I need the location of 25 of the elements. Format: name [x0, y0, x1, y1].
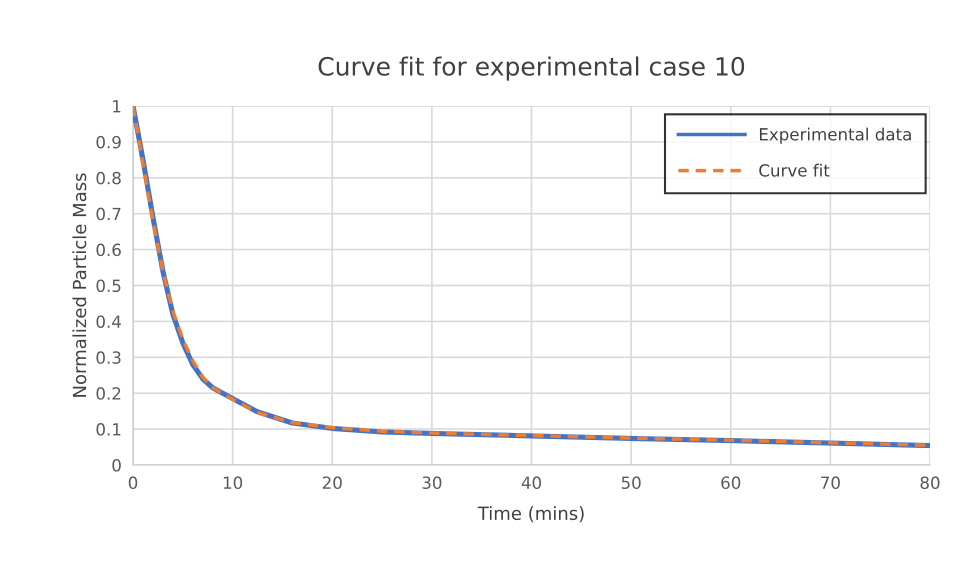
- x-tick-label: 80: [920, 476, 940, 490]
- y-tick-label: 0.6: [96, 244, 121, 256]
- x-tick-label: 40: [522, 476, 541, 490]
- y-axis-title: Normalized Particle Mass: [72, 173, 86, 397]
- y-tick-label: 0.7: [96, 208, 120, 220]
- x-tick-label: 30: [422, 476, 442, 490]
- y-tick-label: 0.8: [96, 172, 121, 184]
- x-tick-label: 70: [821, 476, 840, 490]
- x-tick-label: 0: [128, 476, 138, 490]
- chart-title: Curve fit for experimental case 10: [318, 56, 744, 81]
- x-tick-label: 10: [224, 476, 242, 490]
- x-axis-title: Time (mins): [478, 506, 584, 522]
- y-tick-label: 0.4: [96, 315, 121, 328]
- x-tick-label: 20: [322, 476, 342, 490]
- y-tick-label: 0.9: [96, 136, 121, 148]
- y-tick-label: 0.2: [96, 387, 120, 400]
- y-tick-label: 1: [113, 100, 120, 112]
- y-tick-label: 0: [112, 458, 121, 472]
- legend-label: Experimental data: [760, 128, 911, 144]
- x-tick-label: 50: [622, 476, 641, 490]
- x-tick-label: 60: [721, 476, 740, 490]
- y-tick-label: 0.5: [96, 279, 120, 292]
- legend-label: Curve fit: [759, 164, 830, 177]
- y-tick-label: 0.3: [96, 351, 121, 364]
- y-tick-label: 0.1: [96, 423, 120, 436]
